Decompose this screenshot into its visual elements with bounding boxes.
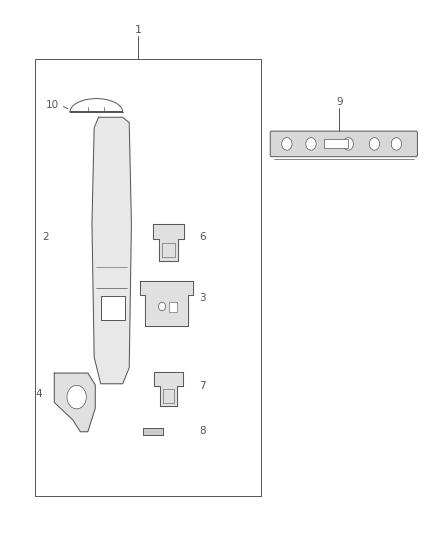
Polygon shape (70, 99, 123, 112)
Bar (324, 140, 348, 148)
Text: 1: 1 (134, 25, 141, 35)
Circle shape (343, 138, 353, 150)
Bar (101, 296, 125, 320)
Circle shape (391, 138, 402, 150)
Text: 10: 10 (46, 100, 59, 110)
Text: 8: 8 (199, 426, 206, 436)
Text: 9: 9 (336, 96, 343, 107)
Text: 6: 6 (199, 232, 206, 242)
Text: 3: 3 (199, 294, 206, 303)
Bar (143, 429, 163, 435)
Polygon shape (54, 373, 95, 432)
FancyBboxPatch shape (270, 131, 417, 157)
Circle shape (306, 138, 316, 150)
Polygon shape (153, 224, 184, 261)
Polygon shape (92, 117, 131, 384)
Bar (169, 302, 177, 312)
Circle shape (159, 302, 166, 311)
Text: 7: 7 (199, 382, 206, 391)
Circle shape (67, 385, 86, 409)
Text: 2: 2 (42, 232, 49, 242)
Circle shape (369, 138, 380, 150)
Circle shape (282, 138, 292, 150)
Text: 4: 4 (35, 390, 42, 399)
Polygon shape (140, 281, 193, 326)
Polygon shape (154, 372, 183, 406)
